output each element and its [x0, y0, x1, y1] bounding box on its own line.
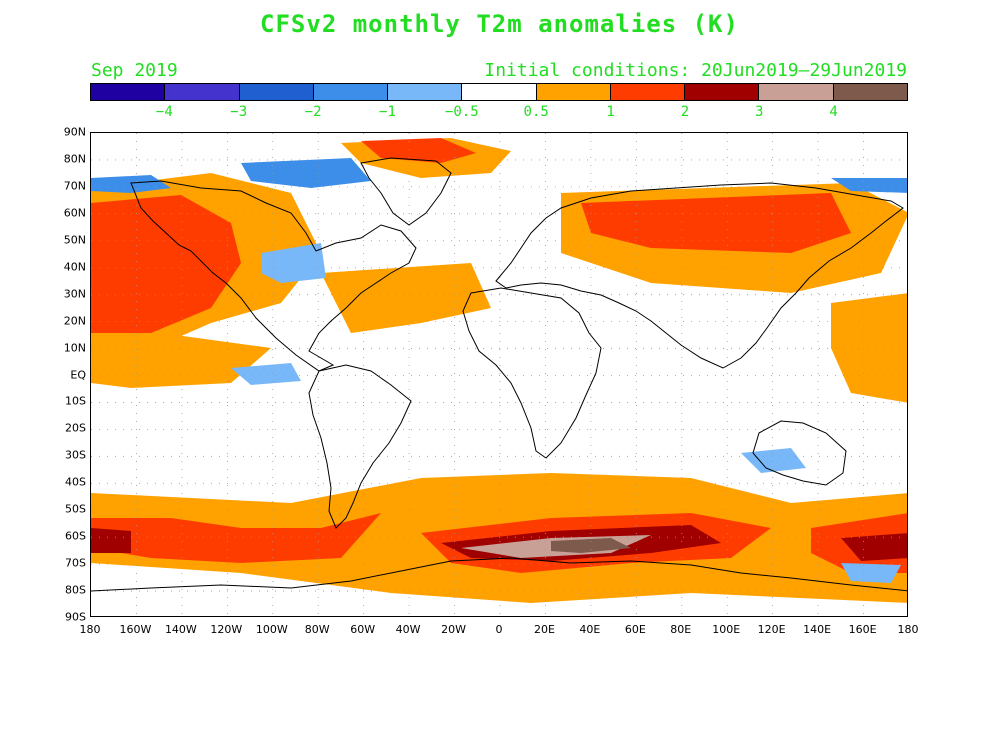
longitude-tick-label: 100W	[255, 623, 288, 636]
latitude-tick-label: 30N	[63, 287, 86, 301]
colorbar-tick-label: 0.5	[523, 104, 549, 120]
coast-europe-asia	[495, 182, 904, 369]
anomaly-region-cool	[231, 363, 301, 385]
anomaly-region-warm	[91, 513, 381, 563]
colorbar-segment	[313, 84, 389, 100]
coast-greenland	[360, 157, 452, 226]
anomaly-region-warm	[91, 195, 241, 333]
anomaly-region-warm	[361, 138, 476, 163]
latitude-tick-label: 30S	[65, 448, 86, 462]
map-svg	[91, 133, 907, 616]
colorbar-tick-label: −2	[304, 104, 322, 120]
colorbar-segment	[239, 84, 314, 100]
colorbar-segment	[91, 84, 166, 100]
colorbar	[90, 83, 908, 101]
coast-antarctica	[91, 557, 907, 592]
longitude-tick-label: 180	[79, 623, 101, 636]
longitude-tick-label: 140W	[164, 623, 197, 636]
grid-lines	[91, 133, 907, 616]
longitude-tick-label: 140E	[803, 623, 832, 636]
colorbar-tick-label: −4	[155, 104, 173, 120]
anomaly-region-warm	[581, 193, 851, 253]
latitude-tick-label: 70N	[63, 179, 86, 193]
anomaly-fields	[91, 138, 907, 603]
longitude-tick-label: 100E	[712, 623, 741, 636]
anomaly-region-weak-warm	[321, 263, 491, 333]
colorbar-segment	[462, 84, 537, 100]
longitude-tick-label: 80W	[304, 623, 330, 636]
anomaly-region-weak-warm	[91, 333, 271, 388]
longitude-tick-label: 60W	[350, 623, 376, 636]
latitude-tick-label: 80N	[63, 152, 86, 166]
colorbar-segment	[388, 84, 463, 100]
anomaly-region-cool	[261, 243, 326, 283]
coast-south-america	[308, 364, 412, 529]
colorbar-segment	[165, 84, 240, 100]
longitude-tick-label: 160W	[119, 623, 152, 636]
coast-africa	[462, 287, 602, 459]
colorbar-tick-label: 3	[755, 104, 764, 120]
anomaly-region-cold	[831, 178, 907, 193]
longitude-tick-label: 40W	[395, 623, 421, 636]
colorbar-segment	[833, 84, 907, 100]
latitude-tick-label: 90N	[63, 125, 86, 139]
latitude-tick-label: 40N	[63, 260, 86, 274]
latitude-tick-label: 60S	[65, 529, 86, 543]
longitude-tick-label: 20E	[533, 623, 555, 636]
coast-australia	[752, 420, 847, 486]
forecast-month: Sep 2019	[91, 60, 178, 81]
latitude-tick-label: 80S	[65, 583, 86, 597]
colorbar-segment	[685, 84, 760, 100]
colorbar-tick-label: 2	[680, 104, 690, 120]
longitude-tick-label: 180	[897, 623, 919, 636]
anomaly-region-cool	[741, 448, 806, 473]
longitude-tick-label: 0	[495, 623, 503, 636]
anomaly-region-hot	[841, 533, 907, 561]
colorbar-segment	[759, 84, 834, 100]
anomaly-map	[90, 132, 908, 617]
longitude-tick-label: 120E	[757, 623, 786, 636]
latitude-tick-label: 20N	[63, 314, 86, 328]
longitude-tick-label: 160E	[848, 623, 877, 636]
anomaly-region-extreme	[551, 538, 631, 553]
colorbar-tick-label: −1	[379, 104, 396, 120]
latitude-tick-label: 60N	[63, 206, 86, 220]
longitude-tick-label: 80E	[670, 623, 692, 636]
longitude-tick-label: 60E	[624, 623, 646, 636]
latitude-tick-label: 10N	[63, 341, 86, 355]
latitude-tick-label: 20S	[65, 421, 86, 435]
initial-conditions: Initial conditions: 20Jun2019–29Jun2019	[484, 60, 907, 81]
page-title: CFSv2 monthly T2m anomalies (K)	[260, 10, 739, 38]
colorbar-tick-label: 4	[829, 104, 838, 120]
latitude-tick-label: 40S	[65, 475, 86, 489]
coastlines	[91, 157, 907, 592]
latitude-tick-label: EQ	[70, 368, 86, 381]
anomaly-region-cold	[241, 158, 371, 188]
colorbar-segment	[610, 84, 686, 100]
anomaly-region-weak-warm	[831, 293, 907, 403]
longitude-tick-label: 120W	[210, 623, 243, 636]
colorbar-tick-label: 1	[606, 104, 615, 120]
anomaly-region-cool	[841, 563, 901, 583]
colorbar-tick-label: −3	[230, 104, 248, 120]
latitude-tick-label: 70S	[65, 556, 86, 570]
coast-north-america	[130, 180, 417, 372]
latitude-tick-label: 10S	[65, 394, 86, 408]
latitude-tick-label: 90S	[65, 610, 86, 624]
latitude-tick-label: 50N	[63, 233, 86, 247]
colorbar-tick-label: −0.5	[444, 104, 479, 120]
longitude-tick-label: 20W	[441, 623, 466, 636]
anomaly-region-hot	[91, 528, 131, 553]
colorbar-segment	[536, 84, 611, 100]
latitude-tick-label: 50S	[65, 502, 86, 516]
longitude-tick-label: 40E	[579, 623, 601, 636]
